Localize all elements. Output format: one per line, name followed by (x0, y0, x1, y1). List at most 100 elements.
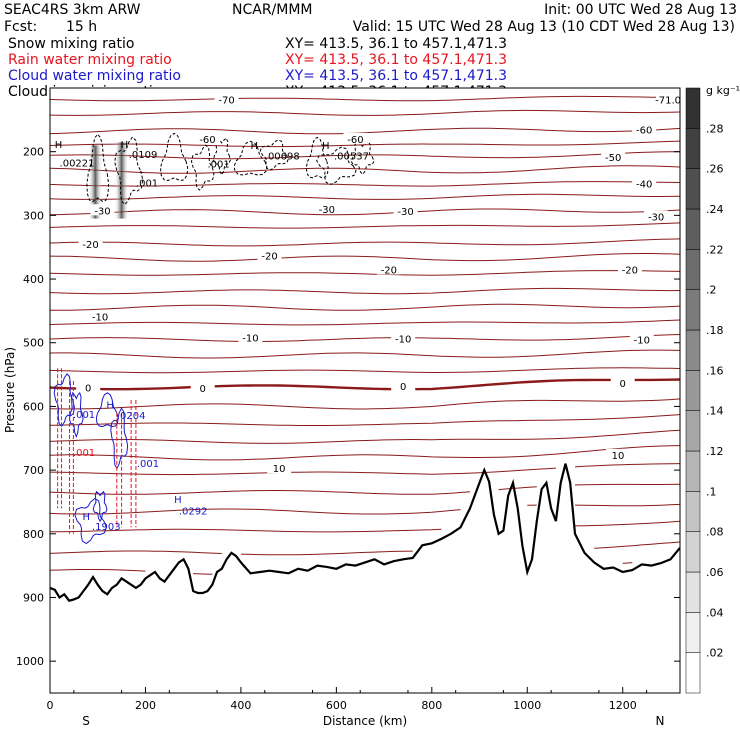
colorbar-tick-label: .02 (706, 647, 724, 660)
colorbar-swatch (685, 410, 701, 452)
contour-label: -30 (319, 205, 335, 216)
rain-contour (57, 368, 62, 509)
isotherm-line (50, 319, 680, 326)
organization-label: NCAR/MMM (232, 2, 313, 18)
contour-label-bg (601, 150, 626, 162)
rain-contour (69, 380, 74, 534)
forecast-hour: 15 h (66, 19, 97, 35)
colorbar-tick-label: .2 (706, 284, 717, 297)
contour-label: -30 (397, 207, 413, 218)
extrema-label: H (121, 140, 129, 151)
isotherm-line (50, 222, 680, 229)
extrema-label: H (106, 400, 114, 411)
contour-label-bg (78, 238, 103, 250)
colorbar-tick-label: .12 (706, 445, 724, 458)
extrema-label: H (250, 141, 258, 152)
isotherm-line (50, 303, 680, 311)
contour-label: -10 (395, 334, 411, 345)
isotherm-line (574, 483, 680, 486)
x-tick-label: 0 (47, 699, 54, 712)
isotherm-line (50, 151, 680, 160)
valid-time: Valid: 15 UTC Wed 28 Aug 13 (10 CDT Wed … (353, 19, 735, 35)
mixing-ratio-contour (92, 490, 108, 523)
isotherm-line (50, 181, 680, 187)
snow-shading (88, 142, 129, 219)
forecast-label: Fcst: (4, 19, 37, 35)
contour-label: -70 (218, 95, 234, 106)
contour-label-bg (610, 376, 635, 388)
colorbar-swatch (685, 249, 701, 290)
contour-label-bg (391, 380, 416, 392)
mixing-ratio-contour (86, 133, 110, 203)
extrema-label: .001 (73, 410, 95, 421)
contour-label: -60 (347, 135, 363, 146)
terrain-line (50, 463, 680, 602)
extrema-label: .00537 (334, 151, 369, 162)
contour-label: 10 (612, 451, 625, 462)
colorbar-swatch (685, 370, 701, 411)
isotherm-line (50, 109, 680, 116)
colorbar-tick-label: .26 (706, 163, 724, 176)
contour-label-bg (605, 448, 630, 460)
contour-label-bg (393, 204, 418, 216)
colorbar: .02 .04 .06 .08 .1 .12 .14 .16 .18 .2 .22 .24 .26 .28 (685, 87, 724, 694)
contour-label: 0 (85, 383, 91, 394)
extrema-label: .001 (73, 448, 95, 459)
contour-label: -20 (261, 251, 277, 262)
isotherm-line (193, 573, 213, 575)
contour-label-bg (190, 381, 215, 393)
snow-shaft (88, 145, 103, 219)
y-tick-label: 600 (23, 400, 44, 413)
temperature-contours (50, 95, 680, 575)
snow-shaft (114, 142, 129, 219)
plot-background (50, 88, 680, 693)
colorbar-swatch (685, 571, 701, 613)
y-tick-label: 700 (23, 464, 44, 477)
field-name: Rain water mixing ratio (8, 52, 172, 68)
contour-label-bg (391, 332, 416, 344)
y-tick-label: 1000 (16, 655, 44, 668)
isotherm-line (50, 334, 680, 342)
x-left-endpoint: S (82, 714, 90, 728)
colorbar-swatch (685, 652, 701, 694)
isotherm-line (50, 445, 680, 461)
contour-label: 10 (273, 464, 286, 475)
contour-label-bg (376, 263, 401, 275)
x-axis-title: Distance (km) (323, 714, 407, 728)
extrema-label: .0204 (117, 411, 146, 422)
isotherm-line (240, 550, 413, 556)
mixing-ratio-contour (259, 139, 289, 171)
mixing-ratio-contour (74, 497, 107, 545)
isotherm-line (50, 140, 680, 148)
field-xy: XY= 413.5, 36.1 to 457.1,471.3 (285, 52, 507, 68)
colorbar-swatch (685, 208, 701, 250)
contour-label-bg (314, 203, 339, 214)
colorbar-tick-label: .16 (706, 364, 724, 377)
isotherm-line (50, 287, 680, 295)
extrema-label: .00221 (60, 158, 95, 169)
isotherm-line (50, 165, 680, 174)
isotherm-line (50, 193, 680, 200)
contour-label: -60 (636, 125, 652, 136)
mixing-ratio-contour (53, 373, 75, 427)
hydrometeor-contours (53, 132, 375, 545)
contour-label-bg (214, 93, 239, 105)
isotherm-line (50, 349, 680, 359)
extrema-label: .00698 (265, 151, 300, 162)
colorbar-swatch (685, 87, 701, 129)
extrema-label: H (322, 141, 330, 152)
contour-label-bg (195, 132, 220, 144)
isotherm-line (622, 562, 633, 564)
contour-labels: -71.0 -70 -60 -60 -60 -50 -40 -30 -30 -30 -30 -20 -2… (76, 93, 681, 475)
contour-label: -20 (82, 240, 98, 251)
colorbar-swatch (685, 128, 701, 169)
x-tick-label: 200 (135, 699, 156, 712)
extrema-label: H (82, 512, 90, 523)
x-axis-ticks: 0 200 400 600 800 1000 1200 (47, 687, 648, 712)
mixing-ratio-contour (233, 140, 268, 176)
extrema-label: .1903 (92, 522, 121, 533)
extrema-label: .0292 (179, 507, 208, 518)
rain-contour (116, 412, 123, 528)
